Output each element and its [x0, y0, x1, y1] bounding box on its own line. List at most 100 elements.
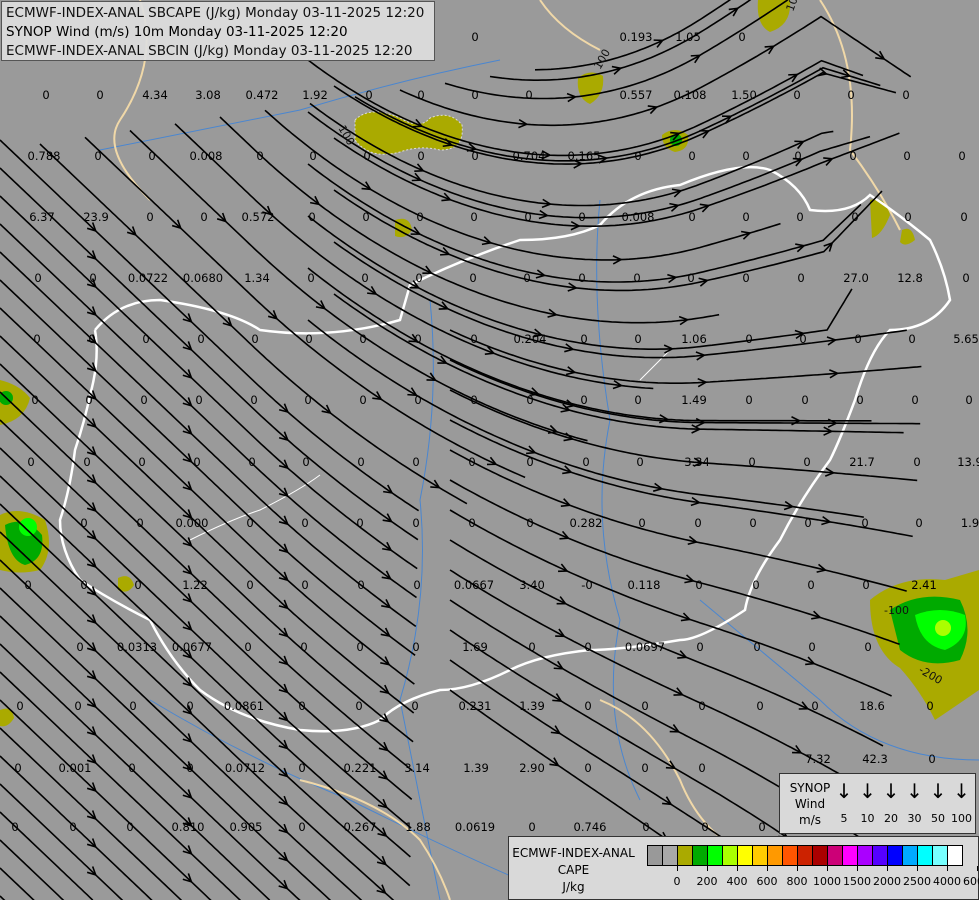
streamline-arrow — [484, 346, 496, 355]
streamline-arrow — [690, 496, 702, 507]
streamline-arrow — [538, 209, 550, 220]
station-value: 0 — [641, 699, 649, 713]
streamline-arrow — [565, 366, 577, 376]
station-value: 0 — [413, 578, 421, 592]
station-value: 42.3 — [862, 752, 888, 766]
station-value: -0 — [581, 578, 593, 592]
streamline — [333, 241, 907, 359]
streamline-arrow — [562, 465, 573, 475]
station-value: 1.50 — [731, 88, 757, 102]
streamline-arrow — [86, 278, 97, 289]
station-value: 0 — [148, 149, 156, 163]
station-value: 0 — [793, 88, 801, 102]
streamline — [264, 109, 781, 261]
streamline-arrow — [278, 879, 289, 890]
station-value: 0 — [74, 699, 82, 713]
station-value: 0 — [913, 455, 921, 469]
station-value: 1.39 — [519, 699, 545, 713]
cape-label: 2500 — [903, 875, 931, 888]
cape-label: 400 — [726, 875, 748, 888]
cape-swatch — [708, 846, 723, 865]
station-value: 0 — [31, 393, 39, 407]
station-value: 0 — [526, 455, 534, 469]
wind-legend-title-line: Wind — [794, 797, 826, 811]
station-value: 0 — [804, 516, 812, 530]
station-value: 0 — [27, 455, 35, 469]
station-value: 0 — [797, 271, 805, 285]
station-value: 0 — [96, 88, 104, 102]
streamline-arrow — [564, 343, 575, 353]
streamline — [449, 509, 892, 697]
cape-swatch — [678, 846, 693, 865]
station-value: 0 — [908, 332, 916, 346]
streamline-arrow — [378, 770, 389, 781]
streamline-arrow — [722, 115, 733, 124]
streamline-arrow — [86, 362, 97, 373]
station-value: 0 — [903, 149, 911, 163]
station-value: 0 — [16, 699, 24, 713]
streamline-arrow — [438, 301, 450, 310]
station-value: 0 — [248, 455, 256, 469]
cape-swatch — [948, 846, 962, 865]
station-value: 0.704 — [512, 149, 546, 163]
wind-legend-title-line: m/s — [799, 813, 821, 827]
station-value: 0 — [742, 210, 750, 224]
streamline-arrow — [437, 355, 448, 364]
station-value: 0 — [851, 210, 859, 224]
station-value: 0 — [742, 149, 750, 163]
streamline-arrow — [526, 445, 537, 455]
arrow-down-icon: ↓ — [882, 779, 900, 803]
station-value: 0.001 — [58, 761, 92, 775]
station-value: 0 — [526, 393, 534, 407]
station-value: 0 — [470, 393, 478, 407]
streamline — [0, 391, 413, 772]
streamline-arrow — [690, 54, 702, 64]
station-value: 0 — [301, 578, 309, 592]
streamline — [534, 0, 732, 71]
station-value: 0 — [355, 699, 363, 713]
streamline-arrow — [278, 571, 289, 582]
station-value: 0.810 — [171, 820, 205, 834]
streamline — [174, 123, 654, 390]
station-value: 0 — [580, 332, 588, 346]
streamline-arrow — [823, 426, 834, 436]
cape-label: 600 — [756, 875, 778, 888]
streamline-arrow — [811, 610, 822, 620]
streamline-arrow — [86, 642, 97, 653]
streamline-arrow — [278, 627, 289, 638]
streamline-arrow — [481, 236, 493, 246]
station-value: 0.0861 — [223, 699, 265, 713]
streamline-arrow — [182, 845, 193, 856]
station-value: 0.267 — [343, 820, 377, 834]
station-value: 0 — [794, 149, 802, 163]
streamline-arrow — [278, 515, 290, 526]
streamline-arrow — [566, 92, 578, 103]
station-value: 0 — [578, 210, 586, 224]
streamline-arrow — [550, 725, 562, 735]
streamline-arrow — [829, 369, 840, 379]
streamline-arrow — [182, 453, 193, 464]
station-value: 0 — [854, 332, 862, 346]
streamline — [307, 319, 864, 518]
cape-tick — [977, 866, 978, 871]
streamline-arrow — [663, 344, 675, 354]
streamline-arrow — [182, 509, 193, 520]
station-value: 0 — [146, 210, 154, 224]
cape-swatch — [843, 846, 858, 865]
station-value: 0 — [748, 455, 756, 469]
station-value: 0 — [471, 88, 479, 102]
streamline-arrow — [216, 212, 227, 223]
streamline — [0, 587, 332, 900]
streamline — [399, 15, 912, 127]
streamline — [219, 116, 720, 324]
station-value: 0 — [962, 271, 970, 285]
streamline — [0, 559, 363, 900]
station-value: 0 — [307, 271, 315, 285]
station-value: 0 — [136, 516, 144, 530]
streamline-arrow — [532, 328, 544, 338]
station-value: 0 — [11, 820, 19, 834]
station-value: 0 — [412, 516, 420, 530]
station-value: 0 — [584, 761, 592, 775]
station-value: 0.108 — [673, 88, 707, 102]
